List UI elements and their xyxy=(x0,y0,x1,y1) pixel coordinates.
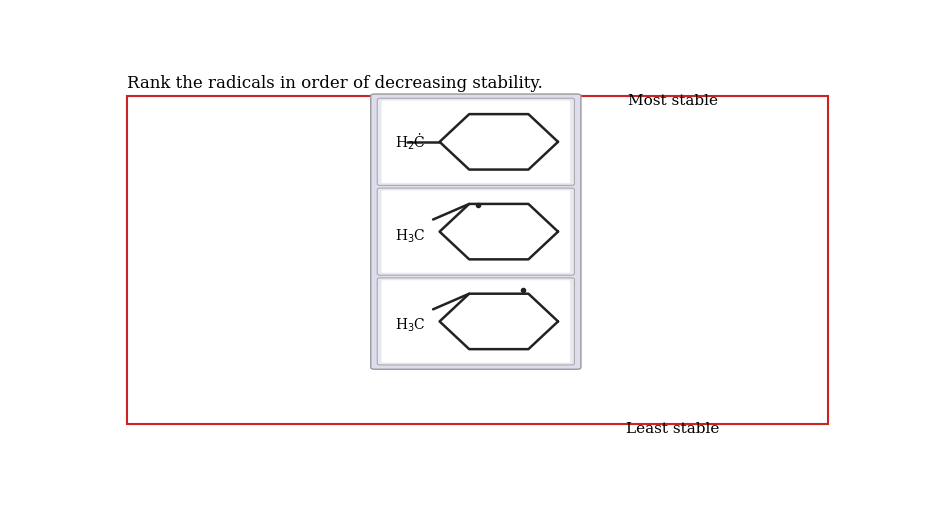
FancyBboxPatch shape xyxy=(377,98,574,186)
FancyBboxPatch shape xyxy=(381,280,570,363)
Text: Most stable: Most stable xyxy=(627,94,718,108)
Text: H$_2$Ċ: H$_2$Ċ xyxy=(395,132,426,152)
Text: H$_3$C: H$_3$C xyxy=(395,227,426,244)
Bar xyxy=(128,96,828,424)
Text: Least stable: Least stable xyxy=(626,422,720,436)
FancyBboxPatch shape xyxy=(371,94,581,369)
FancyBboxPatch shape xyxy=(377,278,574,365)
FancyBboxPatch shape xyxy=(377,188,574,275)
FancyBboxPatch shape xyxy=(381,101,570,183)
FancyBboxPatch shape xyxy=(381,191,570,273)
Text: H$_3$C: H$_3$C xyxy=(395,317,426,334)
Text: Rank the radicals in order of decreasing stability.: Rank the radicals in order of decreasing… xyxy=(128,75,543,91)
